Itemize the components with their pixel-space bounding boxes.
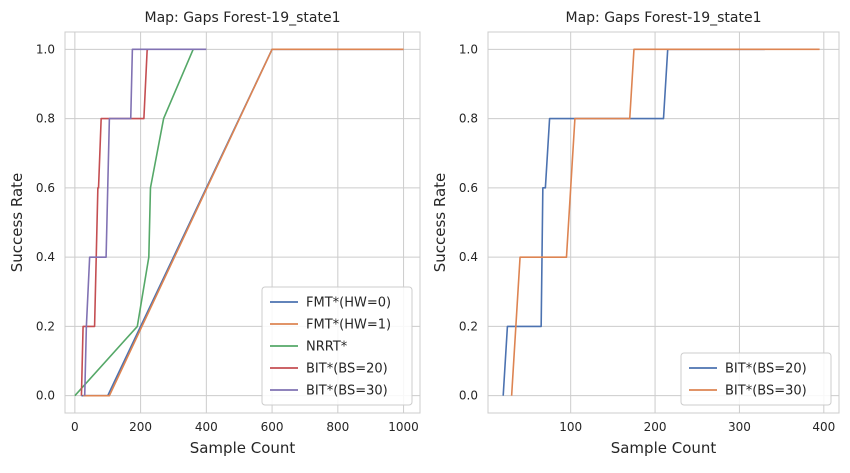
legend-label-bit-bs-30: BIT*(BS=30) xyxy=(725,384,807,399)
legend-box xyxy=(680,352,832,406)
x-axis-label: Sample Count xyxy=(190,439,296,457)
y-tick-label: 0.2 xyxy=(459,319,478,333)
legend-label-bit-bs-20: BIT*(BS=20) xyxy=(306,362,388,377)
series-line-bit-bs-30 xyxy=(510,48,820,396)
plot-frame xyxy=(64,31,421,414)
series-line-bit-bs-30 xyxy=(83,48,207,396)
legend-label-fmt-hw-0: FMT*(HW=0) xyxy=(306,296,391,311)
chart-title: Map: Gaps Forest-19_state1 xyxy=(145,10,341,26)
legend-box xyxy=(261,286,413,406)
y-tick-label: 0.4 xyxy=(36,250,55,264)
y-tick-label: 0.0 xyxy=(459,389,478,403)
x-axis-label: Sample Count xyxy=(611,439,717,457)
legend: FMT*(HW=0) FMT*(HW=1) NRRT* BIT*(BS=20) BIT*… xyxy=(261,286,413,406)
chart-right: 100 200 300 400 0.0 0.2 0.4 0.6 0.8 1.0 Map: Gaps … xyxy=(431,10,840,457)
x-tick-label: 200 xyxy=(129,420,152,434)
legend-label-bit-bs-30: BIT*(BS=30) xyxy=(306,384,388,399)
legend-label-bit-bs-20: BIT*(BS=20) xyxy=(725,362,807,377)
x-tick-label: 100 xyxy=(559,420,582,434)
y-tick-label: 0.6 xyxy=(459,181,478,195)
x-tick-label: 300 xyxy=(728,420,751,434)
y-tick-label: 0.4 xyxy=(459,250,478,264)
x-tick-label: 1000 xyxy=(388,420,419,434)
y-tick-label: 0.0 xyxy=(36,389,55,403)
legend-label-nrrt: NRRT* xyxy=(306,340,348,355)
y-axis-label: Success Rate xyxy=(8,173,26,273)
x-tick-label: 600 xyxy=(261,420,284,434)
x-tick-label: 0 xyxy=(71,420,79,434)
x-tick-label: 800 xyxy=(326,420,349,434)
y-tick-label: 0.8 xyxy=(36,112,55,126)
chart-title: Map: Gaps Forest-19_state1 xyxy=(566,10,762,26)
y-tick-label: 1.0 xyxy=(459,42,478,56)
y-tick-label: 0.2 xyxy=(36,319,55,333)
plot-frame xyxy=(487,31,840,414)
x-tick-label: 200 xyxy=(644,420,667,434)
x-tick-label: 400 xyxy=(195,420,218,434)
series-line-bit-bs-20 xyxy=(502,48,765,396)
legend: BIT*(BS=20) BIT*(BS=30) xyxy=(680,352,832,406)
y-tick-label: 0.6 xyxy=(36,181,55,195)
y-tick-label: 0.8 xyxy=(459,112,478,126)
y-tick-label: 1.0 xyxy=(36,42,55,56)
x-tick-label: 400 xyxy=(812,420,835,434)
series-line-bit-bs-20 xyxy=(80,48,149,396)
y-axis-label: Success Rate xyxy=(431,173,449,273)
chart-left: 0 200 400 600 800 1000 0.0 0.2 0.4 0.6 0.8 1.0 Map: … xyxy=(8,10,421,457)
series-line-nrrt xyxy=(74,49,194,397)
series-line-fmt-hw-1 xyxy=(83,48,404,397)
legend-label-fmt-hw-1: FMT*(HW=1) xyxy=(306,318,391,333)
